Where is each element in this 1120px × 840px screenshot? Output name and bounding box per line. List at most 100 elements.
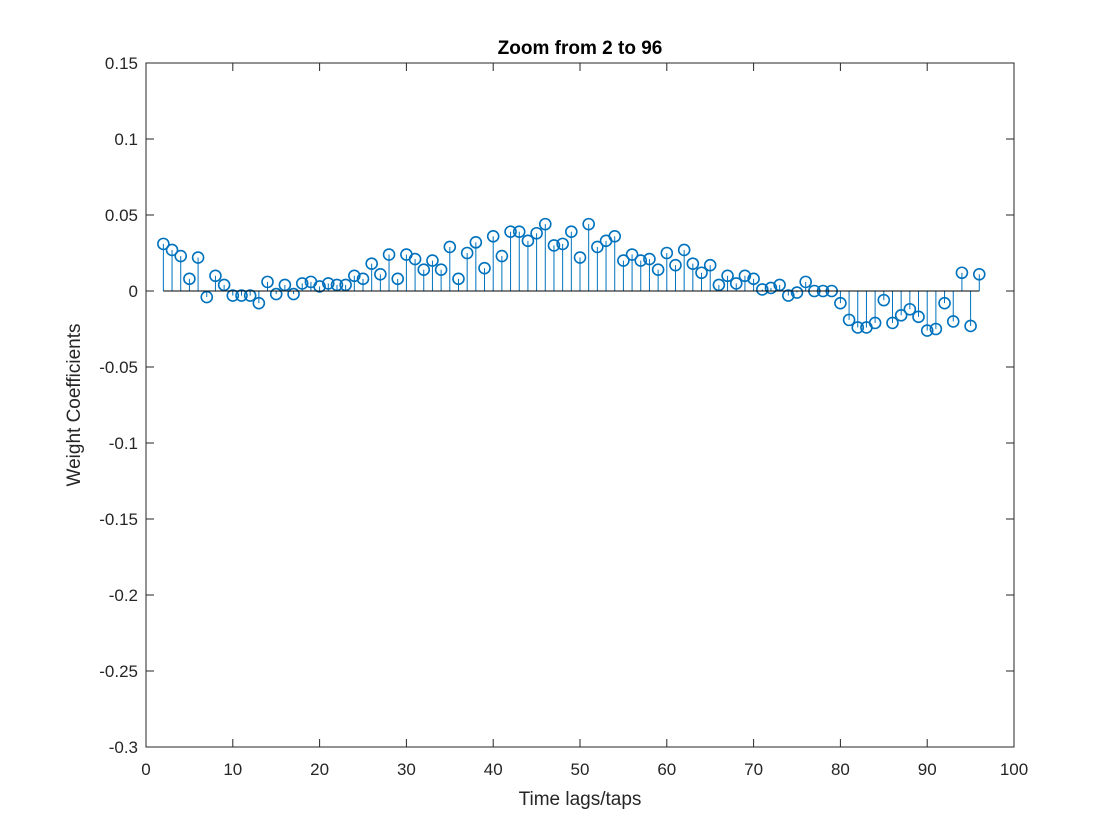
- stem-marker: [382, 248, 396, 261]
- stem-marker: [773, 278, 786, 292]
- x-tick-label: 60: [657, 760, 676, 779]
- stem-marker: [964, 319, 977, 333]
- stem-marker: [443, 240, 457, 254]
- stem-marker: [469, 236, 483, 249]
- x-tick-label: 40: [484, 760, 503, 779]
- y-tick-label: 0.1: [114, 130, 138, 149]
- stem-marker: [391, 272, 405, 286]
- stem-marker: [365, 257, 378, 270]
- x-tick-label: 100: [1000, 760, 1028, 779]
- x-axis-label: Time lags/taps: [519, 789, 642, 810]
- stem-marker: [356, 272, 370, 286]
- stem-marker: [330, 278, 344, 292]
- x-axis-ticks: 0 10 20 30 40 50 60 70 80 90 100: [141, 63, 1028, 779]
- y-tick-label: 0: [129, 282, 138, 301]
- stem-lines: [162, 224, 980, 331]
- stem-marker: [790, 286, 804, 299]
- stem-marker: [452, 272, 465, 286]
- stem-marker: [269, 287, 283, 301]
- stem-marker: [434, 263, 448, 277]
- plot-area: [145, 62, 1015, 748]
- stem-marker: [512, 225, 526, 239]
- stem-marker: [426, 254, 439, 267]
- stem-marker: [721, 269, 734, 283]
- stem-marker: [348, 269, 361, 283]
- stem-marker: [738, 269, 752, 283]
- stem-marker: [643, 252, 656, 266]
- stem-marker: [782, 289, 795, 302]
- stem-marker: [191, 251, 205, 264]
- stem-markers: [157, 217, 986, 337]
- y-tick-label: -0.15: [99, 510, 138, 529]
- stem-marker: [834, 296, 847, 310]
- x-tick-label: 10: [223, 760, 242, 779]
- stem-marker: [321, 277, 335, 290]
- y-axis-label: Weight Coefficients: [64, 324, 85, 487]
- stem-marker: [521, 234, 535, 248]
- stem-marker: [625, 248, 639, 261]
- stem-marker: [538, 217, 552, 231]
- stem-marker: [460, 246, 474, 260]
- y-tick-label: -0.3: [109, 738, 138, 757]
- stem-marker: [183, 272, 196, 286]
- stem-marker: [747, 272, 760, 286]
- stem-marker: [903, 302, 917, 316]
- y-tick-label: -0.25: [99, 662, 138, 681]
- stem-marker: [799, 275, 812, 289]
- stem-marker: [695, 266, 708, 280]
- y-tick-label: 0.05: [105, 206, 138, 225]
- stem-marker: [339, 278, 352, 292]
- x-tick-label: 90: [918, 760, 937, 779]
- stem-marker: [495, 249, 509, 263]
- stem-marker: [591, 240, 604, 254]
- stem-marker: [677, 243, 691, 257]
- y-axis-ticks: 0.15 0.1 0.05 0 -0.05 -0.1 -0.15 -0.2 -0.25 -0.3: [99, 54, 1014, 757]
- stem-marker: [851, 321, 865, 334]
- stem-marker: [938, 296, 951, 310]
- stem-marker: [894, 309, 908, 322]
- stem-marker: [912, 310, 925, 324]
- stem-marker: [617, 254, 630, 267]
- stem-marker: [712, 278, 726, 292]
- stem-marker: [842, 313, 856, 327]
- stem-marker: [573, 251, 587, 264]
- stem-marker: [486, 229, 500, 243]
- x-tick-label: 50: [571, 760, 590, 779]
- stem-marker: [209, 269, 222, 283]
- y-tick-label: -0.2: [109, 586, 138, 605]
- x-tick-label: 80: [831, 760, 850, 779]
- stem-marker: [261, 275, 274, 289]
- stem-marker: [235, 289, 248, 302]
- stem-marker: [408, 252, 422, 266]
- y-tick-label: -0.1: [109, 434, 138, 453]
- stem-marker: [556, 237, 569, 251]
- stem-marker: [504, 225, 517, 239]
- stem-marker: [686, 257, 700, 270]
- stem-marker: [634, 254, 648, 267]
- stem-marker: [417, 263, 431, 277]
- stem-marker: [226, 289, 240, 302]
- stem-marker: [703, 258, 717, 272]
- stem-marker: [764, 281, 778, 295]
- stem-marker: [252, 296, 266, 310]
- stem-marker: [530, 226, 543, 240]
- stem-marker: [920, 324, 934, 337]
- stem-marker: [955, 266, 969, 280]
- stem-marker: [660, 246, 674, 260]
- chart-title: Zoom from 2 to 96: [498, 38, 663, 59]
- stem-marker: [217, 278, 231, 292]
- x-tick-label: 0: [141, 760, 150, 779]
- stem-marker: [946, 315, 960, 328]
- stem-marker: [174, 249, 188, 263]
- x-tick-label: 70: [744, 760, 763, 779]
- stem-marker: [608, 229, 622, 243]
- stem-marker: [295, 277, 309, 290]
- stem-marker: [243, 289, 257, 302]
- stem-marker: [877, 293, 891, 307]
- x-tick-label: 20: [310, 760, 329, 779]
- stem-marker: [165, 243, 179, 257]
- stem-marker: [478, 261, 491, 275]
- stem-marker: [886, 316, 899, 330]
